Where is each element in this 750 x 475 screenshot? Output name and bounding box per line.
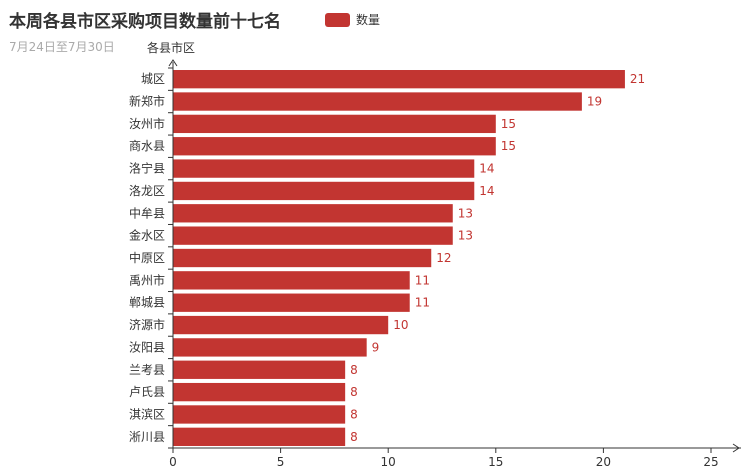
bar bbox=[173, 405, 346, 424]
data-label: 10 bbox=[393, 318, 408, 332]
data-label: 19 bbox=[587, 95, 602, 109]
y-tick-label: 淅川县 bbox=[129, 429, 165, 444]
y-tick-label: 洛龙区 bbox=[129, 183, 165, 198]
data-label: 11 bbox=[415, 296, 430, 310]
bar bbox=[173, 137, 496, 156]
y-tick-label: 卢氏县 bbox=[129, 384, 165, 399]
data-label: 8 bbox=[350, 385, 358, 399]
legend-swatch bbox=[325, 12, 350, 27]
chart-title: 本周各县市区采购项目数量前十七名 bbox=[9, 12, 281, 32]
data-label: 8 bbox=[350, 363, 358, 377]
y-tick-label: 中原区 bbox=[129, 250, 165, 265]
x-axis-arrow bbox=[732, 443, 740, 453]
y-tick-label: 淇滨区 bbox=[129, 406, 165, 421]
y-tick-label: 济源市 bbox=[129, 317, 165, 332]
bar bbox=[173, 204, 453, 223]
bar bbox=[173, 70, 625, 89]
bar bbox=[173, 382, 346, 402]
bar bbox=[173, 315, 389, 335]
bar bbox=[173, 293, 410, 312]
x-tick-label: 25 bbox=[703, 455, 718, 469]
y-tick-label: 汝州市 bbox=[129, 116, 165, 131]
y-tick-label: 商水县 bbox=[129, 138, 165, 153]
data-label: 14 bbox=[479, 184, 494, 198]
bar bbox=[173, 159, 475, 178]
x-tick-label: 5 bbox=[277, 455, 285, 469]
y-tick-label: 郸城县 bbox=[129, 296, 165, 310]
bar bbox=[173, 360, 346, 379]
bar bbox=[173, 181, 475, 201]
data-label: 15 bbox=[501, 139, 516, 153]
data-label: 9 bbox=[372, 340, 380, 354]
data-label: 13 bbox=[458, 229, 473, 243]
y-tick-label: 兰考县 bbox=[129, 363, 165, 377]
data-label: 14 bbox=[479, 162, 494, 176]
data-label: 13 bbox=[458, 206, 473, 220]
legend[interactable]: 数量 bbox=[325, 11, 380, 28]
x-tick-label: 15 bbox=[488, 455, 503, 469]
y-tick-label: 禹州市 bbox=[129, 272, 165, 287]
bar bbox=[173, 248, 432, 268]
y-tick-label: 城区 bbox=[141, 72, 165, 86]
y-tick-label: 新郑市 bbox=[129, 94, 165, 109]
data-label: 15 bbox=[501, 117, 516, 131]
data-label: 11 bbox=[415, 273, 430, 287]
y-tick-label: 汝阳县 bbox=[129, 340, 165, 354]
x-tick-label: 20 bbox=[596, 455, 611, 469]
bar bbox=[173, 271, 410, 290]
y-axis-title: 各县市区 bbox=[147, 40, 195, 55]
x-tick-label: 10 bbox=[381, 455, 396, 469]
bar bbox=[173, 427, 346, 446]
legend-label: 数量 bbox=[356, 13, 381, 27]
x-tick-label: 0 bbox=[169, 455, 177, 469]
data-label: 8 bbox=[350, 430, 358, 444]
y-tick-label: 洛宁县 bbox=[129, 161, 165, 176]
data-label: 8 bbox=[350, 407, 358, 421]
chart-subtitle: 7月24日至7月30日 bbox=[9, 40, 115, 54]
y-tick-label: 中牟县 bbox=[129, 205, 165, 220]
y-axis-arrow bbox=[168, 59, 178, 67]
y-tick-label: 金水区 bbox=[129, 228, 165, 243]
data-label: 12 bbox=[436, 251, 451, 265]
data-label: 21 bbox=[630, 72, 645, 86]
bar bbox=[173, 92, 582, 111]
bar bbox=[173, 338, 367, 357]
bar bbox=[173, 226, 453, 245]
bar bbox=[173, 114, 496, 134]
